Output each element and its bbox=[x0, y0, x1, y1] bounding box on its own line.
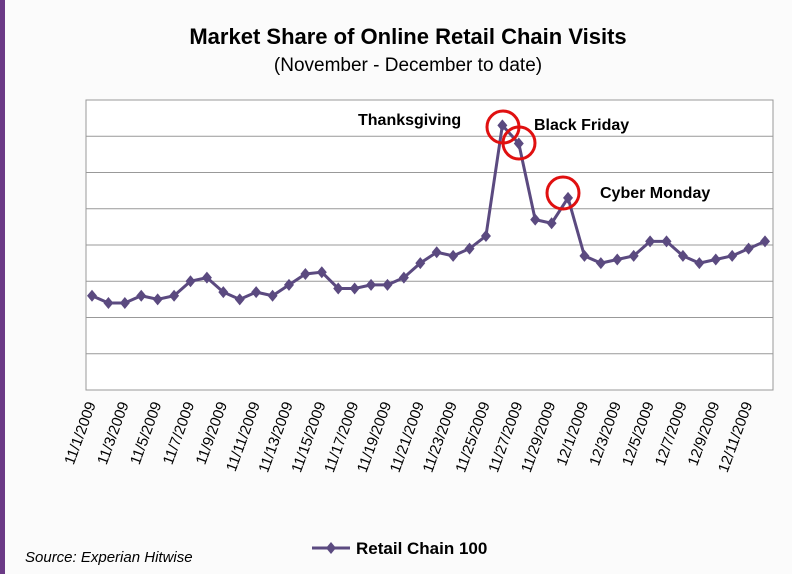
data-point bbox=[513, 137, 524, 150]
data-point bbox=[645, 235, 656, 248]
left-border bbox=[0, 0, 5, 574]
data-point bbox=[366, 278, 377, 291]
data-point bbox=[349, 282, 360, 295]
data-point bbox=[333, 282, 344, 295]
data-point bbox=[497, 119, 508, 132]
data-point bbox=[267, 289, 278, 302]
data-point bbox=[530, 213, 541, 226]
chart-subtitle: (November - December to date) bbox=[274, 55, 542, 76]
data-point bbox=[464, 242, 475, 255]
data-point bbox=[661, 235, 672, 248]
legend-marker bbox=[326, 542, 336, 554]
data-point bbox=[283, 278, 294, 291]
annotation-circle bbox=[501, 125, 537, 161]
data-point bbox=[185, 275, 196, 288]
data-point bbox=[218, 286, 229, 299]
data-point bbox=[251, 286, 262, 299]
data-point bbox=[382, 278, 393, 291]
data-point bbox=[677, 249, 688, 262]
data-point bbox=[710, 253, 721, 266]
data-point bbox=[579, 249, 590, 262]
data-point bbox=[448, 249, 459, 262]
data-point bbox=[119, 297, 130, 309]
data-point bbox=[169, 289, 180, 302]
data-point bbox=[398, 271, 409, 284]
source: Source: Experian Hitwise bbox=[25, 549, 193, 566]
data-point bbox=[694, 257, 705, 270]
data-point bbox=[595, 257, 606, 270]
data-point bbox=[234, 293, 245, 306]
annotation-circle bbox=[545, 175, 581, 211]
data-point bbox=[415, 257, 426, 270]
data-point bbox=[480, 229, 491, 242]
data-point bbox=[727, 249, 738, 262]
data-point bbox=[136, 289, 147, 302]
data-point bbox=[628, 249, 639, 262]
data-point bbox=[563, 191, 574, 204]
data-point bbox=[546, 217, 557, 230]
data-point bbox=[103, 297, 114, 309]
data-point bbox=[612, 253, 623, 266]
data-point bbox=[152, 293, 163, 306]
data-point bbox=[300, 268, 311, 280]
annotation: Cyber Monday bbox=[600, 185, 710, 202]
data-point bbox=[743, 242, 754, 255]
data-point bbox=[201, 271, 212, 284]
annotation: Thanksgiving bbox=[358, 112, 461, 129]
annotation: Black Friday bbox=[534, 117, 629, 134]
data-point bbox=[316, 266, 327, 279]
chart-title: Market Share of Online Retail Chain Visi… bbox=[189, 24, 626, 49]
legend-label: Retail Chain 100 bbox=[356, 539, 487, 558]
data-point bbox=[431, 246, 442, 259]
data-point bbox=[87, 289, 97, 302]
data-point bbox=[760, 235, 770, 248]
